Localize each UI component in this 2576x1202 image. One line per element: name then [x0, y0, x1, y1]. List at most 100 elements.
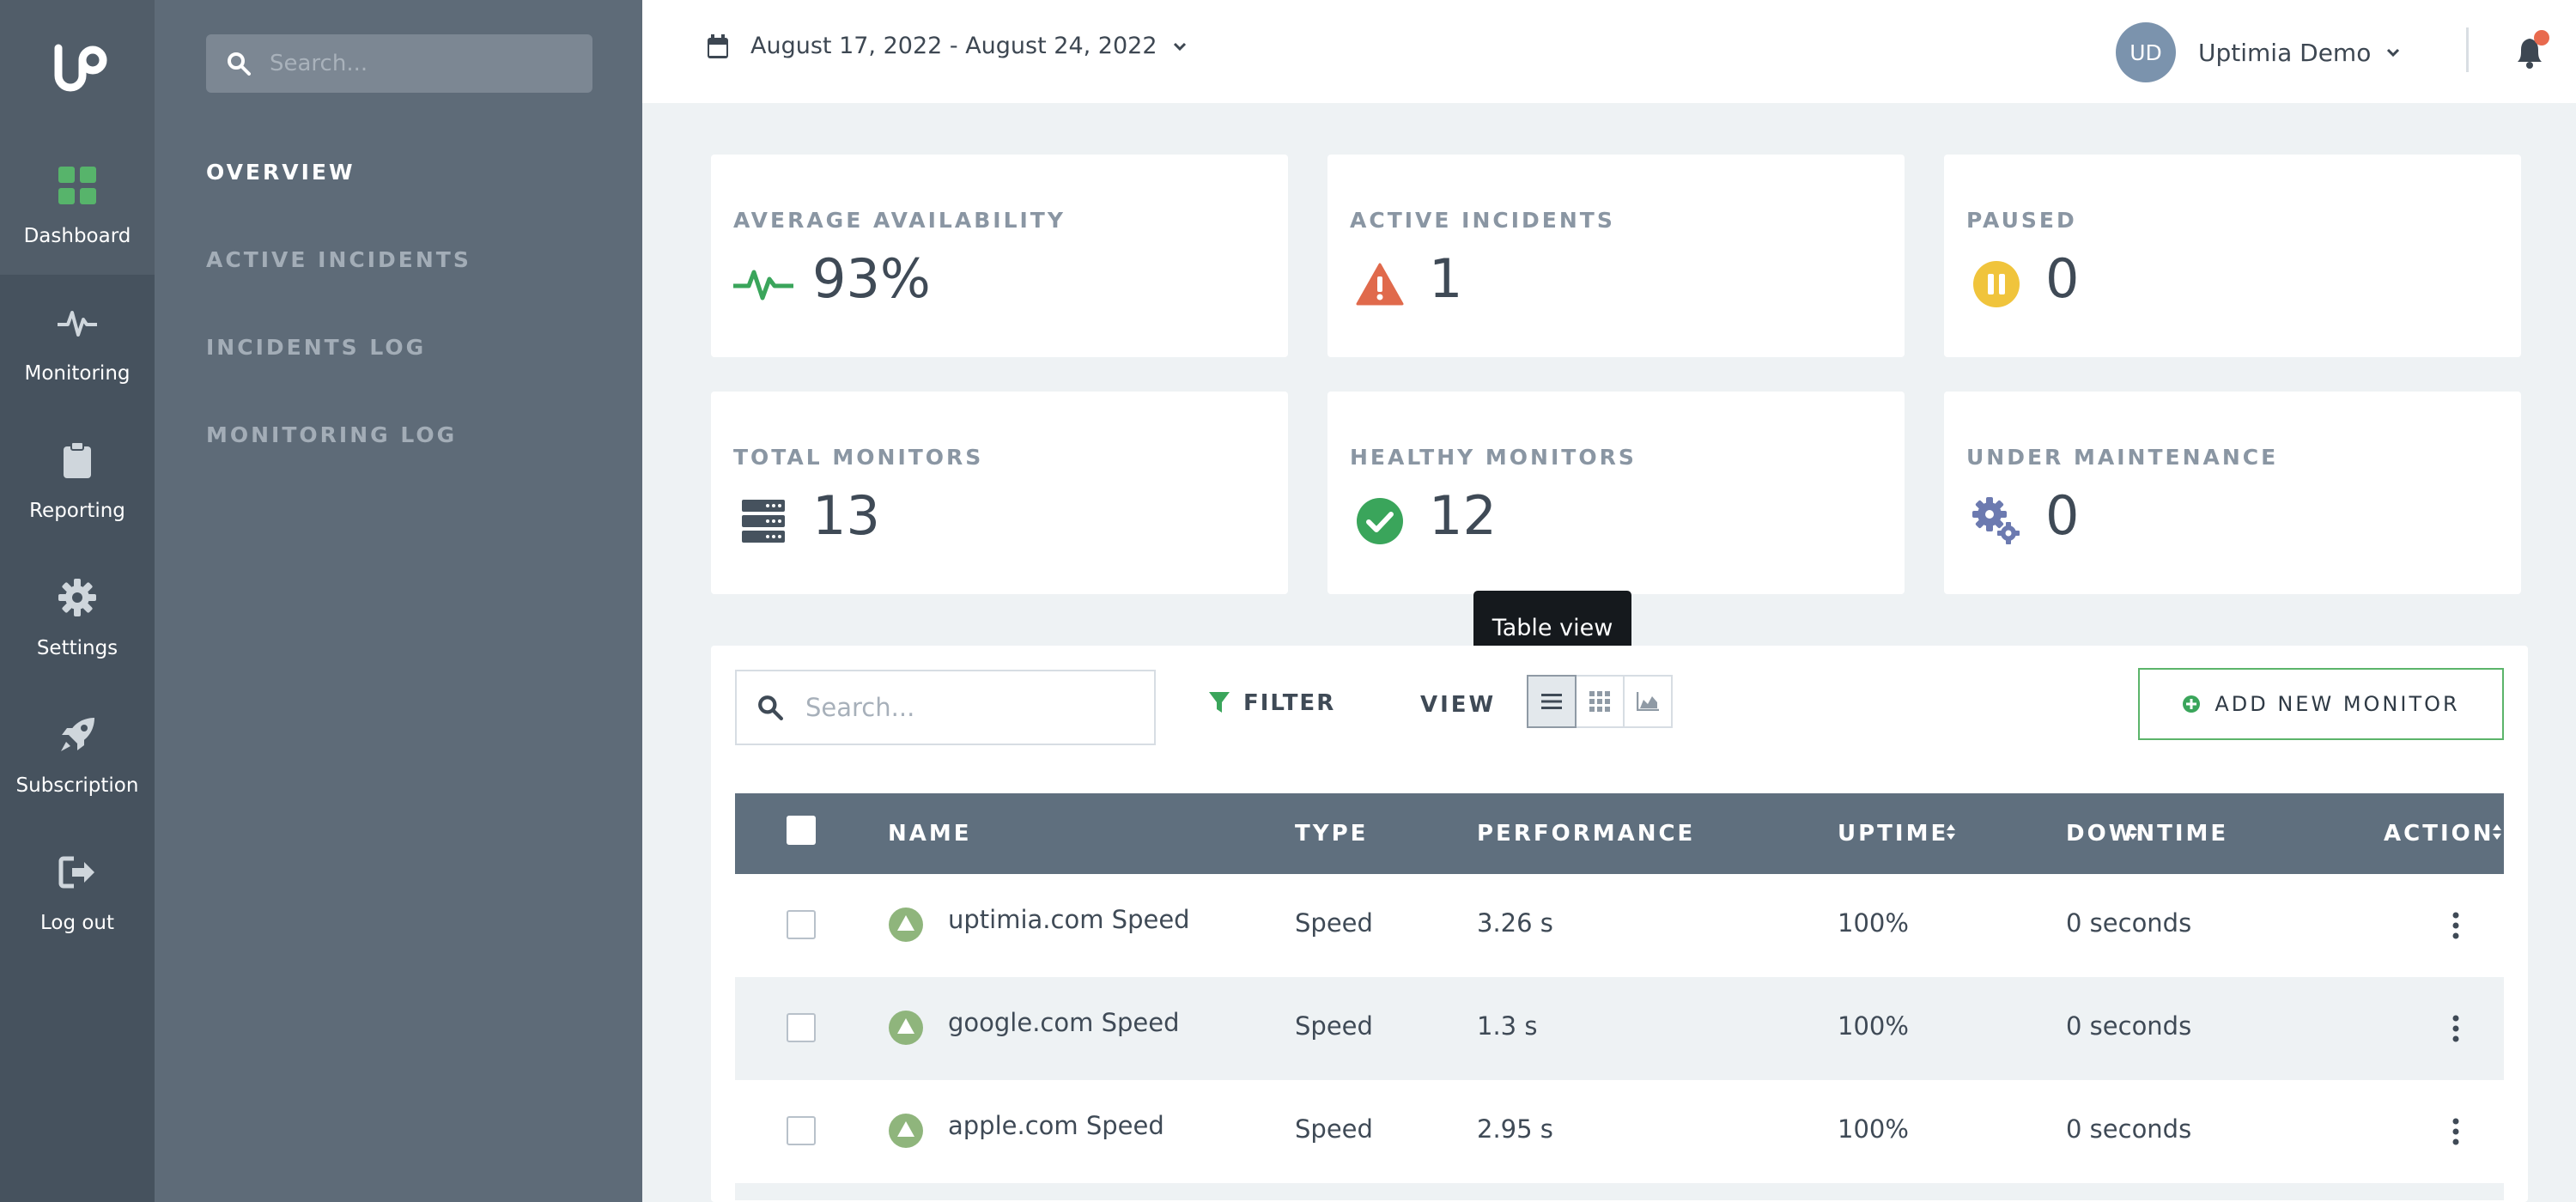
grid-view-button[interactable] — [1575, 675, 1625, 728]
clipboard-icon — [57, 440, 98, 481]
cell-name[interactable]: google.com Speed — [948, 1008, 1180, 1037]
icon-rail: Dashboard Monitoring Reporting — [0, 0, 155, 1202]
chart-view-button[interactable] — [1623, 675, 1673, 728]
cell-uptime: 100% — [1838, 908, 1909, 938]
column-name[interactable]: NAME — [888, 821, 972, 847]
table-row[interactable]: apple.com Speed Speed 2.95 s 100% 0 seco… — [735, 1080, 2504, 1183]
sort-icon[interactable] — [2128, 823, 2138, 841]
table-header: NAME TYPE PERFORMANCE UPTIME DOWNTIME AC… — [735, 793, 2504, 874]
cell-type: Speed — [1295, 908, 1373, 938]
column-type[interactable]: TYPE — [1295, 821, 1369, 847]
card-value: 0 — [2045, 247, 2080, 310]
topbar-divider — [2466, 27, 2469, 72]
cell-downtime: 0 seconds — [2066, 1114, 2192, 1144]
rocket-icon — [57, 714, 98, 756]
card-total-monitors: TOTAL MONITORS 13 — [711, 392, 1288, 594]
filter-label: FILTER — [1243, 690, 1336, 716]
cell-name[interactable]: uptimia.com Speed — [948, 905, 1190, 934]
subnav-search-input[interactable]: Search... — [206, 34, 592, 93]
rail-label-dashboard: Dashboard — [23, 225, 131, 247]
add-new-monitor-button[interactable]: ADD NEW MONITOR — [2138, 668, 2504, 740]
date-range-picker[interactable]: August 17, 2022 - August 24, 2022 — [708, 33, 1187, 59]
monitor-search-input[interactable]: Search... — [735, 670, 1156, 745]
search-icon — [228, 52, 251, 76]
user-menu[interactable]: UD Uptimia Demo — [2116, 22, 2400, 82]
cell-downtime: 0 seconds — [2066, 1011, 2192, 1041]
card-title: HEALTHY MONITORS — [1350, 445, 1637, 470]
avatar: UD — [2116, 22, 2176, 82]
table-row[interactable]: google.com Speed Speed 1.3 s 100% 0 seco… — [735, 977, 2504, 1080]
notifications-button[interactable] — [2509, 29, 2552, 72]
logout-icon — [57, 852, 98, 893]
rail-label-subscription: Subscription — [15, 774, 139, 797]
subnav-link-monitoring-log[interactable]: MONITORING LOG — [206, 422, 458, 447]
select-all-checkbox[interactable] — [787, 816, 816, 845]
cell-name[interactable]: apple.com Speed — [948, 1111, 1164, 1140]
add-new-monitor-label: ADD NEW MONITOR — [2215, 692, 2460, 716]
rail-item-subscription[interactable]: Subscription — [0, 687, 155, 824]
card-title: ACTIVE INCIDENTS — [1350, 208, 1615, 233]
card-value: 0 — [2045, 484, 2080, 547]
status-up-icon — [889, 1114, 923, 1148]
view-label: VIEW — [1420, 692, 1497, 718]
more-vertical-icon[interactable] — [2452, 1118, 2459, 1145]
check-circle-icon — [1350, 491, 1410, 551]
rail-item-monitoring[interactable]: Monitoring — [0, 275, 155, 412]
user-name: Uptimia Demo — [2198, 38, 2372, 67]
status-up-icon — [889, 1011, 923, 1045]
sort-icon[interactable] — [1946, 823, 1956, 841]
card-title: PAUSED — [1966, 208, 2077, 233]
sort-icon[interactable] — [2492, 823, 2502, 841]
card-value: 12 — [1429, 484, 1497, 547]
rail-label-monitoring: Monitoring — [24, 362, 131, 385]
rail-item-dashboard[interactable]: Dashboard — [0, 137, 155, 275]
cell-performance: 1.3 s — [1477, 1011, 1538, 1041]
card-value: 93% — [812, 247, 931, 310]
subnav-link-overview[interactable]: OVERVIEW — [206, 160, 355, 185]
more-vertical-icon[interactable] — [2452, 912, 2459, 939]
table-row[interactable]: uptimia.com Speed Speed 3.26 s 100% 0 se… — [735, 874, 2504, 977]
rail-item-logout[interactable]: Log out — [0, 824, 155, 962]
column-downtime[interactable]: DOWNTIME — [2066, 821, 2229, 847]
pause-icon — [1966, 254, 2026, 314]
row-checkbox[interactable] — [787, 1116, 816, 1145]
gear-icon — [57, 577, 98, 618]
grid-icon — [1589, 691, 1610, 712]
card-under-maintenance: UNDER MAINTENANCE 0 — [1944, 392, 2521, 594]
monitor-search-placeholder: Search... — [805, 693, 915, 722]
card-value: 1 — [1429, 247, 1463, 310]
subnav-link-incidents-log[interactable]: INCIDENTS LOG — [206, 335, 427, 360]
subnav-link-active-incidents[interactable]: ACTIVE INCIDENTS — [206, 247, 471, 272]
gears-icon — [1966, 491, 2026, 551]
card-paused: PAUSED 0 — [1944, 155, 2521, 357]
chevron-down-icon — [2387, 48, 2400, 57]
card-value: 13 — [812, 484, 880, 547]
column-uptime[interactable]: UPTIME — [1838, 821, 1949, 847]
row-checkbox[interactable] — [787, 910, 816, 939]
pulse-icon — [57, 302, 98, 343]
calendar-icon — [708, 33, 728, 58]
filter-icon — [1209, 692, 1230, 713]
column-performance[interactable]: PERFORMANCE — [1477, 821, 1696, 847]
filter-button[interactable]: FILTER — [1209, 690, 1335, 716]
rail-item-settings[interactable]: Settings — [0, 549, 155, 687]
search-icon — [758, 695, 783, 720]
logo-icon — [54, 44, 107, 92]
top-bar: August 17, 2022 - August 24, 2022 UD Upt… — [642, 0, 2576, 103]
plus-circle-icon — [2183, 695, 2201, 713]
table-row — [735, 1183, 2504, 1200]
cell-uptime: 100% — [1838, 1011, 1909, 1041]
pulse-icon — [733, 254, 793, 314]
row-checkbox[interactable] — [787, 1013, 816, 1042]
cell-downtime: 0 seconds — [2066, 908, 2192, 938]
status-up-icon — [889, 908, 923, 942]
rail-label-logout: Log out — [39, 912, 115, 934]
rail-item-reporting[interactable]: Reporting — [0, 412, 155, 549]
cell-type: Speed — [1295, 1011, 1373, 1041]
chevron-down-icon — [1173, 42, 1186, 51]
app-logo[interactable] — [0, 0, 155, 137]
table-view-button[interactable] — [1527, 675, 1577, 728]
card-average-availability: AVERAGE AVAILABILITY 93% — [711, 155, 1288, 357]
more-vertical-icon[interactable] — [2452, 1015, 2459, 1042]
card-title: AVERAGE AVAILABILITY — [733, 208, 1066, 233]
